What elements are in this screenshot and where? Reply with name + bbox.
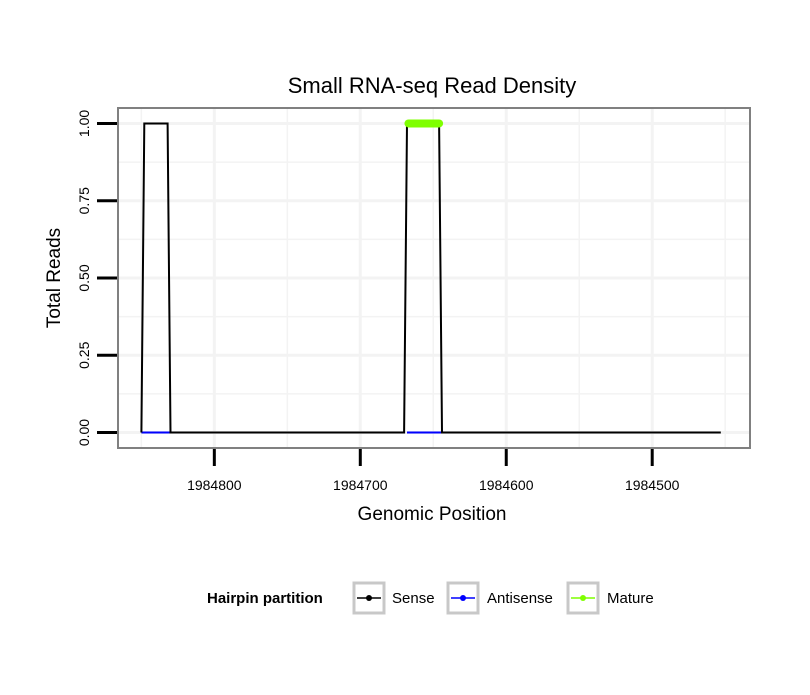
series-sense-line [140,122,721,434]
x-tick-label: 1984700 [333,477,388,493]
y-axis: 0.00 0.25 0.50 0.75 1.00 [76,110,117,446]
y-tick-label: 0.75 [76,187,92,214]
x-axis: 1984800 1984700 1984600 1984500 [187,449,680,493]
x-axis-label: Genomic Position [358,504,507,525]
y-axis-label: Total Reads [44,228,65,328]
legend-item-mature: Mature [566,581,654,615]
legend-item-sense: Sense [352,581,435,615]
y-tick-label: 0.50 [76,264,92,291]
legend-label-mature: Mature [607,590,654,607]
x-tick-label: 1984500 [625,477,680,493]
legend-dot-antisense [460,595,466,601]
y-tick-label: 0.25 [76,341,92,368]
data-series [140,119,721,434]
x-tick-label: 1984800 [187,477,242,493]
legend-label-sense: Sense [392,590,435,607]
plot-panel-border [117,107,751,449]
y-tick-label: 1.00 [76,110,92,137]
grid-lines [118,108,750,448]
chart-title: Small RNA-seq Read Density [288,73,577,98]
legend-dot-sense [366,595,372,601]
legend-label-antisense: Antisense [487,590,553,607]
legend: Hairpin partition Sense Antisense Mature [207,581,654,615]
y-tick-label: 0.00 [76,419,92,446]
legend-title: Hairpin partition [207,590,323,607]
legend-dot-mature [580,595,586,601]
legend-item-antisense: Antisense [446,581,553,615]
x-tick-label: 1984600 [479,477,534,493]
